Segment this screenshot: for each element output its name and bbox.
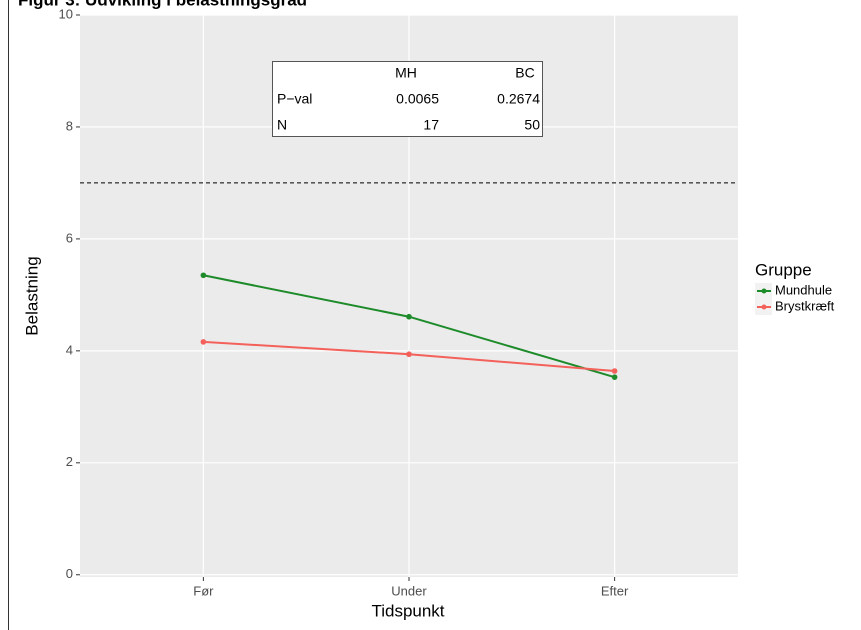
y-tick-label: 0 (66, 566, 73, 581)
x-tick-label: Efter (601, 583, 629, 598)
x-tick-label: Under (391, 583, 427, 598)
legend-label: Mundhule (775, 282, 832, 297)
chart-title: Figur 3: Udvikling i belastningsgrad (18, 0, 307, 9)
legend-title: Gruppe (755, 260, 812, 279)
legend-key-point (761, 288, 767, 294)
table-cell: P−val (277, 91, 312, 107)
table-cell: 0.2674 (497, 91, 540, 107)
table-cell: N (277, 117, 287, 133)
x-axis-title: Tidspunkt (371, 601, 444, 620)
data-point (611, 368, 618, 374)
table-cell: 17 (423, 117, 439, 133)
legend-key-point (761, 304, 767, 310)
data-point (200, 272, 207, 279)
data-point (406, 351, 412, 358)
table-cell: 50 (524, 117, 540, 133)
table-header: BC (515, 65, 534, 81)
data-point (611, 374, 618, 380)
y-tick-label: 10 (59, 6, 73, 21)
table-box (272, 61, 543, 137)
y-tick-label: 6 (66, 230, 73, 245)
data-point (200, 339, 207, 345)
y-tick-label: 2 (66, 454, 73, 469)
y-tick-label: 8 (66, 118, 73, 133)
x-tick-label: Før (193, 583, 214, 598)
table-cell: 0.0065 (396, 91, 439, 107)
legend-label: Brystkræft (775, 298, 835, 313)
table-header: MH (395, 65, 417, 81)
y-tick-label: 4 (66, 342, 73, 357)
y-axis-title: Belastning (22, 256, 41, 335)
data-point (406, 313, 412, 320)
